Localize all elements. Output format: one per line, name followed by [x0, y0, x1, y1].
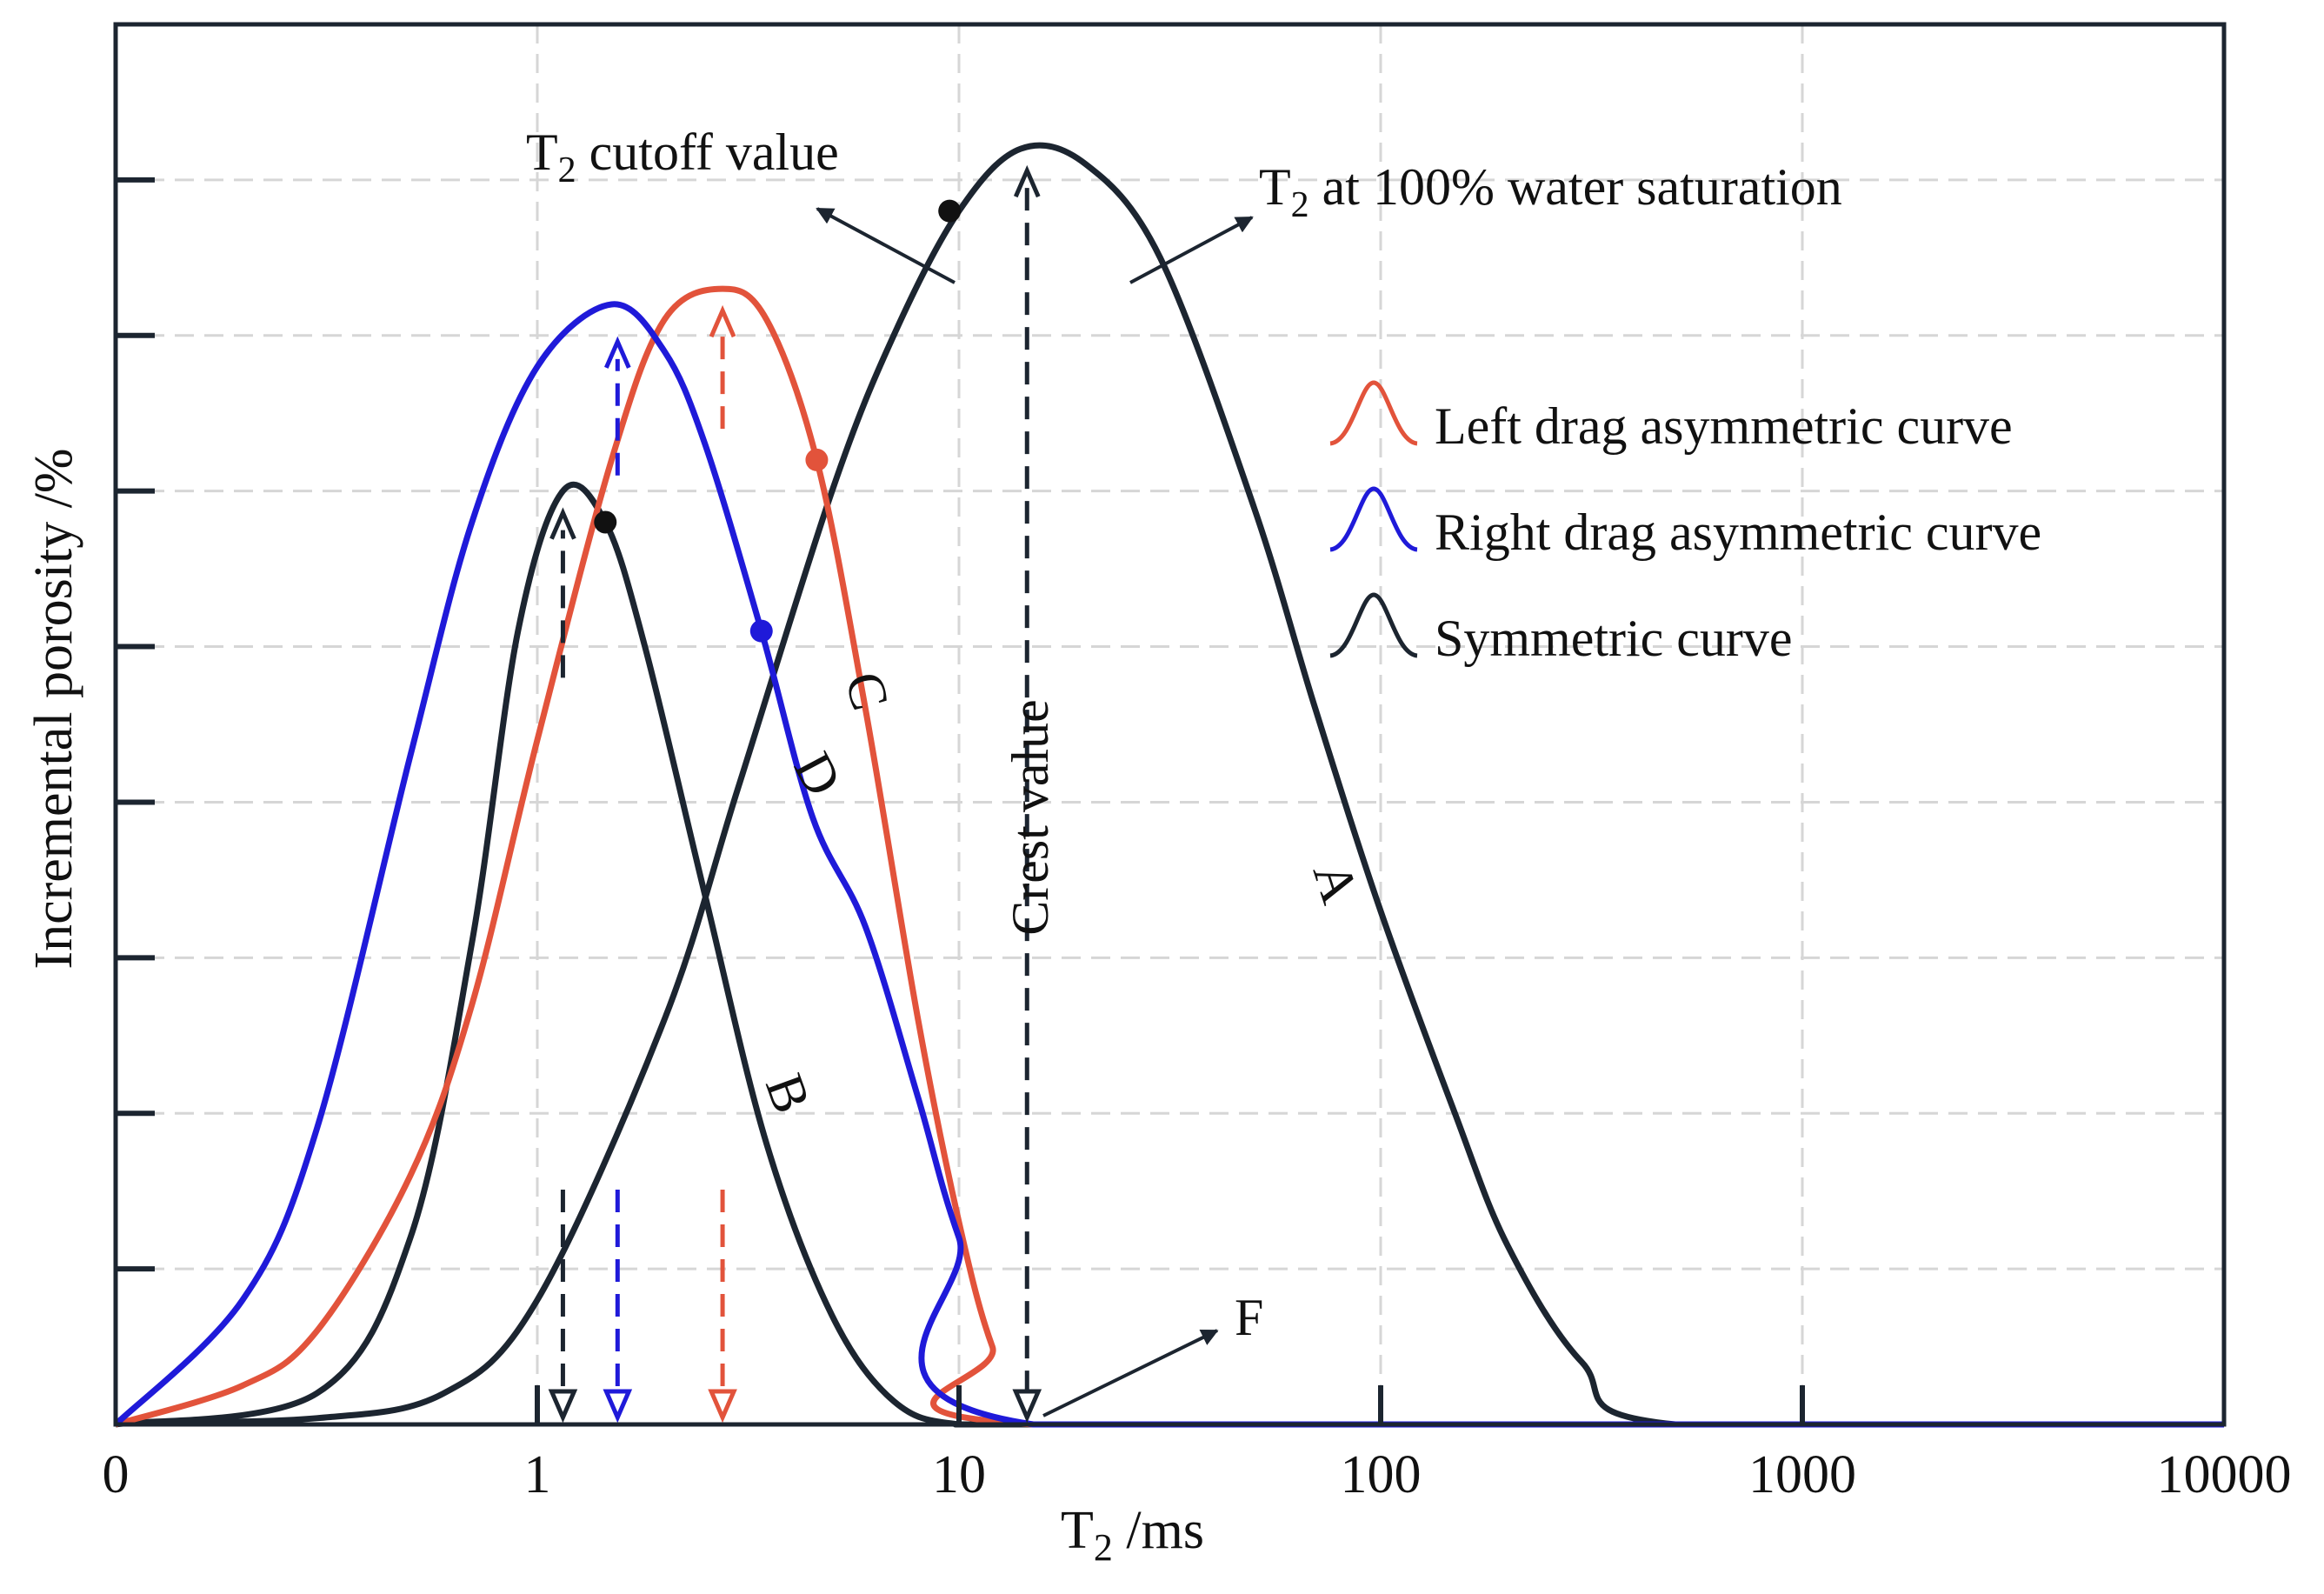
x-tick-label: 10 [932, 1445, 986, 1504]
plot-frame [113, 22, 2227, 1427]
curve-letter-a: A [1302, 855, 1370, 910]
series-line-curve-a [115, 142, 2224, 1428]
curve-marker-a [938, 199, 962, 223]
t2-cutoff-label: T2 cutoff value [526, 123, 839, 190]
legend-swatch-blue [1329, 486, 1418, 552]
curve-markers [594, 199, 962, 643]
x-tick-label: 1 [524, 1445, 551, 1504]
peak-arrow-up-head [549, 507, 576, 540]
cutoff-arrow [816, 207, 956, 284]
saturation-arrow [1129, 216, 1254, 284]
peak-arrow-3 [1012, 164, 1042, 1424]
legend-item-right-drag: Right drag asymmetric curve [1329, 486, 2041, 561]
legend-swatch-black [1329, 592, 1418, 658]
y-axis-title: Incremental porosity /% [24, 448, 83, 969]
curve-marker-d [749, 619, 773, 643]
curve-letter-c: C [833, 666, 899, 717]
peak-arrow-down-head [548, 1389, 578, 1424]
x-tick-label: 100 [1341, 1445, 1422, 1504]
peak-arrows [548, 164, 1042, 1424]
legend: Left drag asymmetric curve Right drag as… [1329, 380, 2041, 667]
x-tick-label: 0 [103, 1445, 130, 1504]
x-tick-label: 1000 [1748, 1445, 1856, 1504]
legend-label-symmetric: Symmetric curve [1435, 610, 1793, 667]
x-tick-label: 10000 [2157, 1445, 2292, 1504]
peak-arrow-down-head [708, 1389, 737, 1424]
t2-saturation-label: T2 at 100% water saturation [1259, 158, 1842, 225]
x-axis-title: T2 /ms [1061, 1501, 1204, 1569]
legend-item-left-drag: Left drag asymmetric curve [1329, 380, 2013, 455]
peak-arrow-0 [548, 507, 578, 1424]
crest-value-label: Crest value [1002, 699, 1059, 936]
series-line-curve-b [115, 482, 2224, 1428]
grid-lines [116, 24, 2224, 1424]
axes: 0 1 10 100 1000 10000 [103, 22, 2292, 1504]
series-line-curve-d [113, 301, 2224, 1428]
peak-arrow-2 [708, 304, 737, 1424]
legend-item-symmetric: Symmetric curve [1329, 592, 1793, 667]
curves [113, 142, 2224, 1428]
peak-arrow-down-head [603, 1389, 633, 1424]
curve-marker-c [805, 448, 829, 471]
peak-arrow-up-head [604, 336, 631, 369]
peak-arrow-up-head [709, 304, 736, 338]
peak-arrow-up-head [1013, 164, 1041, 198]
f-arrow [1042, 1329, 1219, 1417]
legend-label-left-drag: Left drag asymmetric curve [1435, 397, 2013, 455]
legend-swatch-red [1329, 380, 1418, 446]
peak-arrow-down-head [1012, 1389, 1042, 1424]
curve-marker-b [594, 510, 617, 534]
legend-label-right-drag: Right drag asymmetric curve [1435, 504, 2041, 561]
peak-arrow-1 [603, 336, 633, 1424]
series-line-curve-c [114, 285, 2224, 1428]
f-label: F [1235, 1289, 1263, 1346]
